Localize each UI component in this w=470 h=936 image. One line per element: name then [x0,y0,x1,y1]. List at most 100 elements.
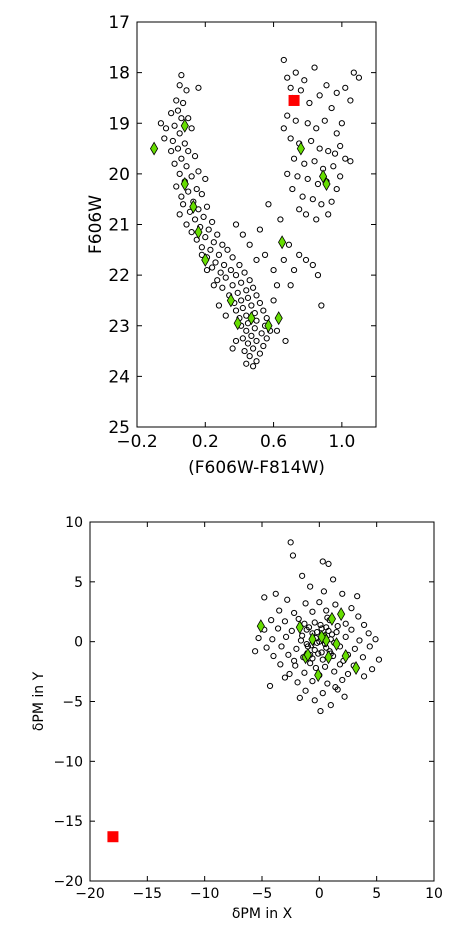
cmd-star-point [304,120,311,127]
cmd-member-diamond [264,318,273,333]
cmd-star-point [193,236,200,243]
pm-star-point [332,684,339,691]
pm-star-point [309,678,316,685]
cmd-star-point [232,307,240,314]
cmd-star-point [222,274,229,281]
pm-star-point [285,651,292,658]
pm-star-point [329,576,337,583]
cmd-star-point [191,216,199,223]
pm-star-point [331,668,338,675]
cmd-star-point [328,198,335,205]
cmd-star-point [214,277,221,284]
pm-member-diamond [324,650,333,665]
cmd-star-point [191,153,199,160]
cmd-star-point [248,302,255,309]
cmd-member-diamond [180,118,189,133]
cmd-star-point [171,160,178,167]
pm-star-point [263,644,270,651]
cmd-y-tick-label: 24 [108,367,130,387]
cmd-star-point [222,312,229,319]
cmd-member-diamond [194,225,203,240]
pm-star-point [354,593,361,600]
pm-star-point [281,618,289,625]
pm-star-point [288,627,295,634]
cmd-star-point [174,145,182,152]
cmd-star-point [290,155,298,162]
cmd-star-point [342,84,349,91]
cmd-star-point [210,239,217,246]
cmd-star-point [229,345,236,352]
cmd-star-point [261,251,269,258]
pm-star-point [291,609,298,617]
pm-star-point [296,694,303,702]
pm-star-point [372,636,379,643]
pm-y-tick-label: −5 [62,695,83,711]
cmd-star-point [176,130,183,137]
cmd-star-point [299,193,306,200]
pm-x-axis-label: δPM in X [232,906,293,922]
cmd-star-point [306,99,313,107]
cmd-star-point [224,246,231,253]
cmd-star-point [355,74,363,81]
pm-star-point [355,613,362,620]
cmd-member-diamond [319,169,328,184]
cmd-star-point [178,193,185,200]
cmd-star-point [350,69,357,76]
pm-star-point [261,594,268,601]
cmd-x-tick-label: 1.0 [328,432,355,452]
cmd-star-point [183,163,190,170]
cmd-x-tick-label: −0.2 [116,432,157,452]
pm-star-point [348,605,355,612]
cmd-star-point [179,99,187,107]
cmd-star-point [313,216,320,223]
cmd-star-point [241,347,248,355]
pm-star-point [274,625,282,632]
cmd-star-point [195,168,202,175]
pm-star-point [276,607,283,614]
pm-star-point [309,655,316,662]
cmd-star-point [301,77,308,84]
pm-star-point [315,650,322,657]
cmd-star-point [178,72,185,79]
cmd-star-point [174,107,182,114]
pm-star-point [301,669,308,676]
cmd-star-point [304,175,311,183]
pm-star-point [332,601,339,608]
cmd-star-point [296,206,303,213]
cmd-star-point [234,289,241,296]
cmd-star-point [212,259,219,266]
cmd-star-point [219,241,226,248]
pm-star-point [252,648,259,655]
pm-star-point [360,621,368,629]
pm-star-point [319,656,326,663]
cmd-star-point [178,155,185,162]
cmd-star-point [246,241,253,248]
pm-star-point [302,600,309,607]
cmd-star-point [244,340,252,347]
cmd-star-point [183,221,190,228]
pm-star-point [305,624,313,631]
cmd-star-point [316,145,323,152]
cmd-star-point [173,97,180,104]
pm-y-tick-label: 0 [74,635,83,651]
cmd-star-point [239,231,246,238]
cmd-star-point [253,256,260,264]
cmd-star-point [253,358,260,365]
cmd-star-point [347,158,354,165]
cmd-star-point [168,110,175,117]
cmd-star-point [314,272,322,279]
cmd-star-point [273,327,281,334]
cmd-star-point [333,185,340,193]
cmd-x-axis-label: (F606W-F814W) [188,458,325,478]
cmd-star-point [181,140,188,147]
cmd-star-point [209,264,216,271]
cmd-member-diamond [189,199,198,214]
pm-star-point [319,558,326,565]
cmd-star-point [176,82,183,89]
cmd-star-point [238,279,245,286]
cmd-star-point [277,216,284,223]
cmd-y-tick-label: 20 [108,165,130,185]
cmd-star-point [347,97,354,104]
pm-star-point [366,643,373,650]
